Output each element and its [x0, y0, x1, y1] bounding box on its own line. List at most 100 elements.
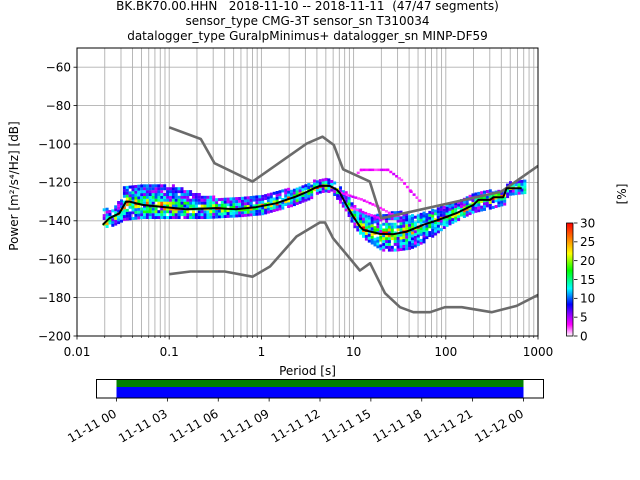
pdf-cell	[402, 236, 406, 240]
pdf-cell	[246, 196, 250, 200]
pdf-cell	[134, 187, 138, 191]
pdf-cell	[186, 193, 190, 196]
pdf-cell	[269, 207, 273, 210]
pdf-cell	[465, 213, 469, 217]
pdf-cell	[405, 218, 409, 222]
pdf-cell	[186, 195, 190, 199]
pdf-cell	[439, 213, 443, 217]
pdf-cell	[243, 213, 247, 217]
pdf-cell	[278, 195, 282, 199]
pdf-cell	[465, 207, 469, 211]
pdf-cell	[434, 221, 437, 224]
pdf-cell	[114, 219, 118, 223]
pdf-cell	[134, 199, 138, 203]
pdf-cell	[261, 212, 265, 216]
pdf-cell	[460, 205, 463, 208]
pdf-cell	[477, 203, 481, 207]
pdf-cell	[200, 195, 204, 199]
pdf-cell	[359, 217, 363, 221]
pdf-cell	[249, 210, 253, 214]
pdf-cell	[313, 188, 316, 192]
pdf-cell	[462, 212, 466, 216]
pdf-cell	[180, 193, 184, 196]
pdf-cell	[140, 187, 144, 191]
y-tick-label: −100	[38, 137, 71, 151]
pdf-cell	[229, 206, 233, 210]
pdf-cell	[387, 222, 391, 226]
pdf-outlier-cell	[374, 204, 378, 207]
pdf-cell	[387, 217, 391, 220]
pdf-cell	[477, 191, 481, 195]
pdf-cell	[428, 222, 432, 226]
pdf-cell	[174, 195, 178, 199]
pdf-cell	[180, 201, 184, 205]
pdf-cell	[148, 190, 152, 194]
pdf-cell	[287, 199, 291, 203]
psd-coverage-bar	[116, 379, 524, 387]
pdf-cell	[163, 204, 167, 208]
pdf-cell	[163, 198, 167, 202]
pdf-cell	[269, 192, 273, 196]
pdf-cell	[396, 236, 400, 240]
pdf-cell	[511, 189, 515, 193]
pdf-cell	[419, 227, 423, 231]
pdf-cell	[209, 210, 213, 214]
pdf-cell	[180, 195, 184, 199]
pdf-cell	[451, 203, 455, 207]
pdf-cell	[373, 220, 377, 224]
pdf-cell	[246, 204, 250, 208]
pdf-cell	[462, 209, 466, 213]
pdf-cell	[431, 208, 435, 212]
pdf-cell	[143, 187, 146, 191]
pdf-cell	[370, 238, 374, 242]
pdf-cell	[411, 225, 414, 229]
pdf-cell	[215, 204, 219, 207]
pdf-cell	[148, 201, 152, 205]
pdf-cell	[362, 214, 365, 218]
pdf-cell	[105, 222, 109, 226]
pdf-cell	[220, 212, 224, 216]
pdf-cell	[148, 195, 152, 199]
pdf-cell	[457, 212, 461, 216]
pdf-cell	[148, 198, 152, 202]
pdf-cell	[411, 231, 414, 235]
pdf-cell	[408, 241, 412, 245]
pdf-cell	[131, 188, 135, 192]
pdf-cell	[364, 223, 368, 227]
pdf-cell	[491, 205, 495, 209]
pdf-cell	[292, 191, 296, 195]
pdf-cell	[422, 211, 426, 215]
pdf-cell	[258, 212, 262, 216]
pdf-cell	[396, 219, 400, 223]
pdf-cell	[393, 222, 397, 226]
pdf-cell	[494, 193, 498, 197]
pdf-cell	[249, 204, 253, 208]
pdf-cell	[148, 210, 152, 214]
pdf-cell	[284, 194, 288, 198]
pdf-cell	[108, 218, 112, 222]
pdf-cell	[229, 203, 233, 207]
y-tick-label: −60	[46, 61, 71, 75]
pdf-cell	[356, 219, 360, 223]
pdf-cell	[128, 202, 132, 206]
pdf-cell	[419, 233, 423, 237]
pdf-cell	[405, 235, 409, 239]
pdf-cell	[480, 191, 484, 195]
pdf-cell	[419, 218, 423, 222]
pdf-cell	[241, 208, 244, 212]
pdf-cell	[485, 201, 489, 205]
pdf-cell	[367, 236, 371, 240]
pdf-cell	[122, 217, 126, 221]
pdf-cell	[140, 201, 144, 205]
pdf-cell	[339, 195, 342, 198]
pdf-cell	[264, 205, 268, 209]
pdf-cell	[434, 229, 437, 233]
pdf-cell	[367, 239, 371, 243]
pdf-cell	[356, 211, 360, 215]
pdf-cell	[503, 202, 507, 206]
pdf-cell	[229, 211, 233, 215]
pdf-cell	[131, 205, 135, 209]
pdf-cell	[122, 186, 126, 190]
pdf-cell	[474, 198, 478, 202]
pdf-cell	[428, 213, 432, 217]
